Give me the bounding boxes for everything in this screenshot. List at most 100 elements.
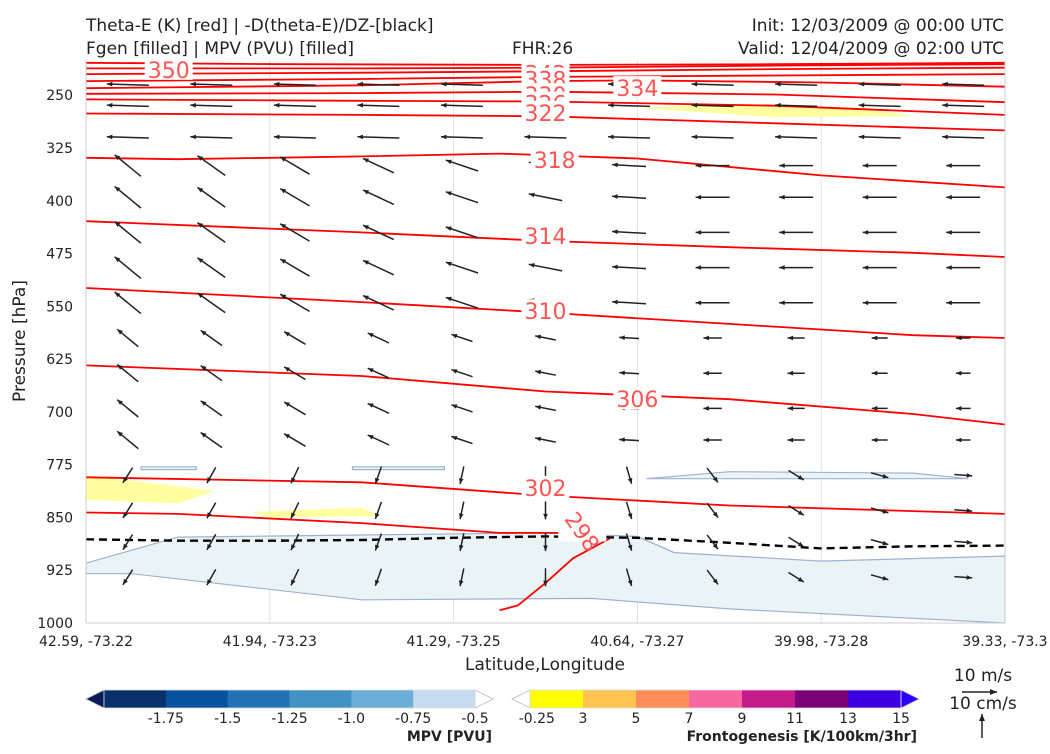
theta-e-contour-318 <box>86 152 1005 189</box>
wind-vector-head <box>608 102 614 108</box>
wind-vector-head <box>858 81 865 87</box>
wind-vector-head <box>695 230 702 235</box>
wind-vector-head <box>779 230 785 235</box>
wind-vector-head <box>797 577 804 582</box>
x-axis-label: Latitude,Longitude <box>465 655 625 675</box>
title-left-line1: Theta-E (K) [red] | -D(theta-E)/DZ-[blac… <box>85 16 434 36</box>
colorbar-extend-right <box>900 689 920 709</box>
wind-vector-head <box>363 158 369 163</box>
ref-arrowhead-vertical <box>979 714 985 721</box>
wind-vector <box>775 136 818 139</box>
wind-vector-head <box>882 473 889 479</box>
wind-vector-head <box>612 229 618 235</box>
x-tick-label: 40.64, -73.27 <box>590 634 684 650</box>
wind-vector <box>279 187 310 207</box>
wind-vector <box>190 83 233 87</box>
ref-arrowhead-horizontal <box>990 689 997 695</box>
wind-vector-head <box>942 134 948 140</box>
wind-vector <box>775 83 818 87</box>
wind-vector-head <box>787 370 794 376</box>
colorbar-segment <box>636 690 690 708</box>
fgen-filled-region <box>86 475 215 504</box>
plot-frame <box>85 60 1006 624</box>
x-axis-ticks: 42.59, -73.22 41.94, -73.23 41.29, -73.25 4… <box>39 634 1048 650</box>
wind-vector-head <box>775 134 781 140</box>
wind-vector-head <box>787 406 794 411</box>
wind-vector-head <box>190 81 196 87</box>
wind-vector-head <box>608 81 614 87</box>
colorbar-tick: -1.5 <box>214 711 241 727</box>
wind-vector-head <box>291 544 296 551</box>
wind-vector-head <box>779 300 785 306</box>
wind-vector-head <box>367 333 374 338</box>
wind-vector-head <box>117 431 123 437</box>
x-tick-label: 41.94, -73.23 <box>223 634 317 650</box>
wind-vector-head <box>612 194 618 199</box>
wind-vector-head <box>280 188 287 194</box>
wind-vector-head <box>942 102 948 108</box>
wind-vector <box>691 104 734 108</box>
wind-vector <box>114 154 142 177</box>
wind-vector-head <box>858 102 865 108</box>
wind-vector-head <box>273 81 280 87</box>
y-tick-label: 775 <box>46 458 73 474</box>
mpv-colorbar-title: MPV [PVU] <box>407 729 492 745</box>
x-tick-label: 42.59, -73.22 <box>39 634 133 650</box>
wind-vector-head <box>966 473 973 478</box>
ref-label-ms: 10 m/s <box>954 666 1012 686</box>
wind-vector-head <box>375 579 380 586</box>
contour-label-bg <box>521 475 570 498</box>
wind-vector-head <box>273 102 280 108</box>
wind-vector <box>612 195 647 199</box>
colorbar-segment <box>351 690 414 708</box>
colorbar-segment <box>848 690 902 708</box>
wind-vector <box>196 257 226 279</box>
colorbar-extend-right <box>474 689 494 709</box>
wind-vector-head <box>703 335 709 341</box>
title-right-line1: Init: 12/03/2009 @ 00:00 UTC <box>752 16 1004 36</box>
wind-vector-head <box>703 406 709 411</box>
wind-vector-head <box>619 370 625 376</box>
wind-vector-head <box>946 265 952 270</box>
wind-vector-head <box>619 437 625 443</box>
wind-vector-head <box>291 512 296 519</box>
wind-vector-head <box>367 368 374 373</box>
frontogenesis-colorbar: 3 5 7 9 11 13 15 <box>511 689 920 727</box>
wind-vector-head <box>612 299 618 305</box>
wind-vector <box>528 263 563 272</box>
wind-vector-head <box>357 81 363 87</box>
wind-vector-head <box>703 437 709 443</box>
wind-vector-head <box>862 300 869 306</box>
wind-vector-head <box>775 102 781 108</box>
wind-vector-head <box>117 399 123 405</box>
wind-vector-head <box>206 544 212 550</box>
contour-label-bg <box>613 76 662 99</box>
wind-vector-head <box>691 102 698 108</box>
wind-vector-head <box>535 405 542 410</box>
wind-vector-head <box>280 294 287 299</box>
colorbar-segment <box>413 690 476 708</box>
contour-label-bg <box>521 100 570 123</box>
y-axis-ticks: 250 325 400 475 550 625 700 775 850 925 1000 <box>37 88 73 632</box>
wind-vector-head <box>200 330 207 336</box>
wind-vectors <box>106 81 985 587</box>
wind-vector-head <box>200 400 207 406</box>
wind-vector <box>114 256 142 279</box>
wind-vector <box>273 136 316 139</box>
wind-vector <box>190 136 233 139</box>
wind-vector-head <box>273 134 280 140</box>
wind-vector-head <box>966 540 973 545</box>
wind-vector-head <box>695 194 702 200</box>
wind-vector-head <box>200 432 207 438</box>
colorbar-tick: 9 <box>738 711 747 727</box>
wind-vector <box>362 189 395 206</box>
wind-vector-head <box>284 433 291 439</box>
wind-vector-head <box>787 437 794 443</box>
wind-vector <box>196 155 226 177</box>
wind-vector <box>114 221 142 244</box>
wind-vector-head <box>114 186 121 192</box>
wind-vector-head <box>363 260 369 265</box>
colorbar-tick: -0.5 <box>461 711 488 727</box>
wind-vector-head <box>543 513 548 520</box>
